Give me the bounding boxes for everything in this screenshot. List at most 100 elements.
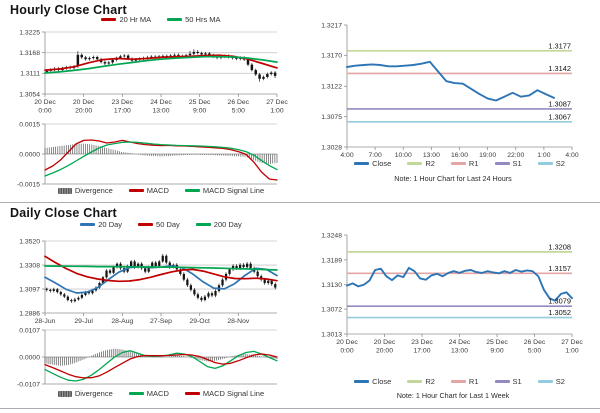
svg-text:20 Dec: 20 Dec [34,99,56,106]
svg-text:0.0107: 0.0107 [19,327,40,334]
bar-swatch [57,187,72,194]
weekly-pivot-note: Note: 1 Hour Chart for Last 1 Week [396,391,510,400]
daily-price-legend: 20 Day 50 Day 200 Day [45,220,277,229]
line-swatch [494,162,510,165]
svg-text:29-Oct: 29-Oct [189,318,210,325]
svg-text:1.3054: 1.3054 [19,91,40,98]
line-swatch [407,380,423,383]
legend-item: 20 Day [80,220,122,229]
line-swatch [128,189,144,192]
svg-text:13:00: 13:00 [423,152,440,159]
legend-item: MACD Signal Line [184,186,265,195]
legend-label: Close [372,377,392,386]
svg-text:1.2886: 1.2886 [19,310,40,317]
svg-text:27 Dec: 27 Dec [561,339,583,346]
legend-item: R2 [407,377,435,386]
line-swatch [450,380,466,383]
daily-macd-chart: 0.0107 0.0000 -0.0107 [17,327,278,388]
svg-text:16:00: 16:00 [451,152,468,159]
svg-text:1.3170: 1.3170 [321,53,342,60]
svg-text:13:00: 13:00 [451,348,468,355]
svg-text:10:00: 10:00 [395,152,412,159]
line-swatch [167,18,183,21]
svg-text:1.3177: 1.3177 [548,41,571,50]
line-swatch [407,162,423,165]
legend-item: R1 [450,377,479,386]
svg-text:26 Dec: 26 Dec [524,339,546,346]
svg-text:23 Dec: 23 Dec [411,339,433,346]
svg-text:1.3052: 1.3052 [548,308,571,317]
svg-text:1:00: 1:00 [270,108,283,115]
line-swatch [80,223,96,226]
line-swatch [494,380,510,383]
svg-text:0.0000: 0.0000 [19,151,40,158]
line-swatch [354,380,370,383]
line-swatch [184,189,200,192]
svg-text:1.3520: 1.3520 [19,238,40,245]
svg-text:1.3028: 1.3028 [321,144,342,151]
legend-item: 200 Day [195,220,242,229]
legend-item: S2 [537,159,565,168]
svg-text:1:00: 1:00 [537,152,550,159]
bar-swatch [57,390,72,397]
svg-text:1.3248: 1.3248 [321,232,342,239]
svg-text:1.3308: 1.3308 [19,262,40,269]
svg-text:29-Jul: 29-Jul [74,318,93,325]
legend-item: Divergence [57,389,113,398]
svg-text:1.3067: 1.3067 [548,112,571,121]
legend-item: R2 [407,159,435,168]
svg-text:20:00: 20:00 [376,348,393,355]
svg-text:-0.0015: -0.0015 [17,181,40,188]
svg-text:1.3142: 1.3142 [548,64,571,73]
legend-label: R2 [425,377,435,386]
svg-text:1.3079: 1.3079 [548,297,571,306]
svg-text:5:00: 5:00 [232,108,245,115]
line-swatch [354,162,370,165]
svg-text:27 Dec: 27 Dec [266,99,288,106]
svg-text:1:00: 1:00 [565,348,578,355]
legend-label: MACD Signal Line [202,389,265,398]
legend-label: MACD [146,389,169,398]
svg-text:25 Dec: 25 Dec [486,339,508,346]
svg-text:1.3168: 1.3168 [19,50,40,57]
svg-text:20 Dec: 20 Dec [73,99,95,106]
svg-text:26 Dec: 26 Dec [228,99,250,106]
svg-text:5:00: 5:00 [528,348,541,355]
svg-text:1.3075: 1.3075 [321,114,342,121]
svg-text:0:00: 0:00 [340,348,353,355]
legend-item: 50 Hrs MA [167,15,221,24]
hourly-pivot-note: Note: 1 Hour Chart for Last 24 Hours [394,174,512,183]
svg-text:1.3130: 1.3130 [321,282,342,289]
svg-text:-0.0107: -0.0107 [17,381,40,388]
svg-text:0.0000: 0.0000 [19,354,40,361]
legend-item: Divergence [57,186,113,195]
legend-item: Close [354,159,391,168]
svg-text:9:00: 9:00 [193,108,206,115]
svg-text:1.3122: 1.3122 [321,84,342,91]
svg-text:0.0015: 0.0015 [19,121,40,128]
svg-text:9:00: 9:00 [490,348,503,355]
svg-text:4:00: 4:00 [340,152,353,159]
svg-text:1.3072: 1.3072 [321,307,342,314]
svg-text:27-Sep: 27-Sep [150,318,172,325]
hourly-macd-legend: Divergence MACD MACD Signal Line [45,186,277,195]
legend-label: MACD Signal Line [202,186,265,195]
svg-text:23 Dec: 23 Dec [112,99,134,106]
svg-text:1.3217: 1.3217 [321,22,342,29]
svg-text:1.3157: 1.3157 [548,264,571,273]
svg-text:28-Nov: 28-Nov [227,318,250,325]
weekly-pivot-legend: Close R2 R1 S1 S2 [347,377,572,386]
line-swatch [195,223,211,226]
legend-label: Divergence [74,186,113,195]
line-swatch [138,223,154,226]
legend-label: S2 [555,159,565,168]
legend-label: Close [372,159,392,168]
legend-label: 20 Hr MA [119,15,152,24]
legend-item: S1 [494,377,522,386]
bottom-divider [0,408,600,409]
svg-text:20:00: 20:00 [75,108,92,115]
line-swatch [537,162,553,165]
svg-text:28-Jun: 28-Jun [35,318,56,325]
